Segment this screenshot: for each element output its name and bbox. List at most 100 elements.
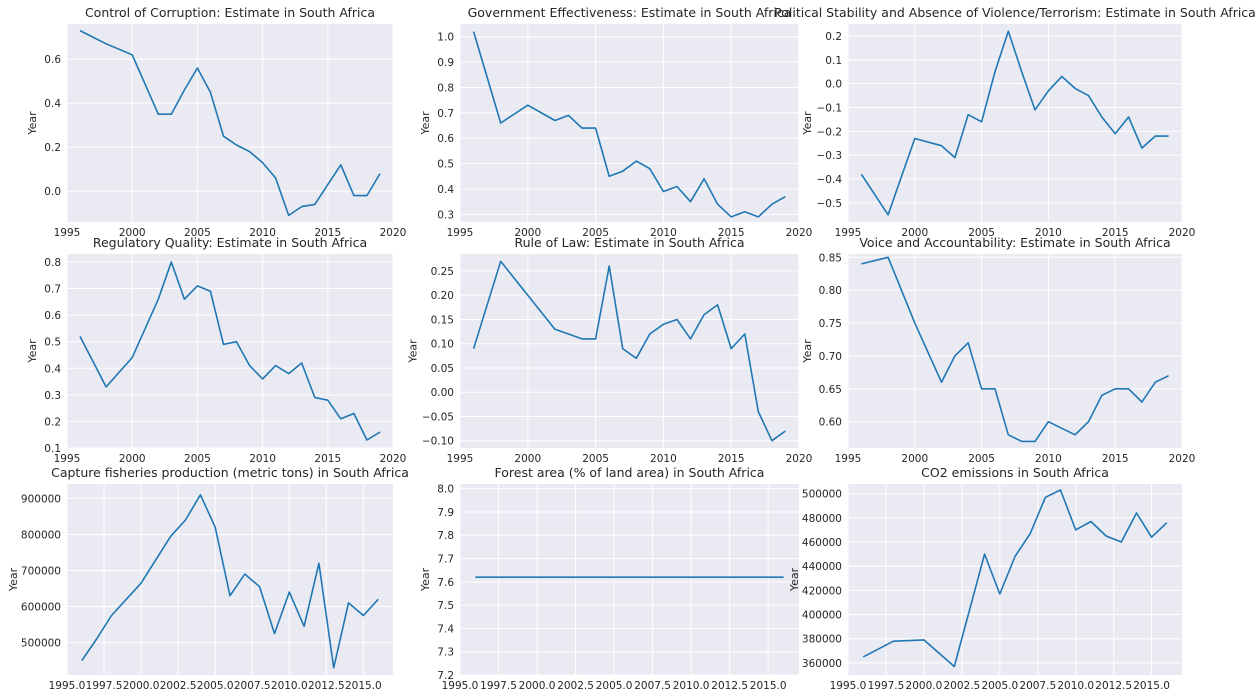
- x-tick-label: 2000: [901, 227, 928, 239]
- y-tick-label: 0.80: [819, 285, 842, 297]
- y-tick-label: 1.0: [437, 32, 454, 44]
- y-tick-label: 0.6: [44, 54, 61, 66]
- chart-title: Control of Corruption: Estimate in South…: [85, 5, 375, 20]
- chart-panel: 1995 2000 2005 2010 2015 2020 0.0 0.2 0.4 0.6 Cont…: [26, 5, 406, 239]
- plot-area: [67, 24, 393, 222]
- y-tick-label: 0.15: [431, 314, 454, 326]
- series-line: [79, 261, 381, 441]
- y-tick-label: 7.8: [437, 530, 454, 542]
- series-line: [472, 260, 786, 442]
- y-tick-label: 0.00: [431, 387, 454, 399]
- y-tick-label: 0.4: [44, 363, 61, 375]
- x-tick-label: 2000.0: [519, 680, 556, 692]
- plot-area: [848, 484, 1182, 675]
- x-tick-label: 2012.5: [711, 680, 748, 692]
- plot-area: [67, 254, 393, 448]
- x-tick-label: 2005.0: [197, 680, 234, 692]
- chart-title: Political Stability and Absence of Viole…: [774, 5, 1256, 20]
- y-tick-label: 7.4: [437, 623, 454, 635]
- y-tick-label: 7.2: [437, 670, 454, 682]
- y-tick-label: 0.75: [819, 318, 842, 330]
- y-tick-label: −0.1: [817, 102, 843, 114]
- y-tick-label: 0.7: [44, 284, 61, 296]
- chart-title: Voice and Accountability: Estimate in So…: [859, 235, 1170, 250]
- x-tick-label: 2015.0: [1133, 680, 1170, 692]
- x-tick-label: 1995: [54, 453, 81, 465]
- x-tick-label: 2005: [582, 453, 609, 465]
- x-tick-label: 2005: [184, 453, 211, 465]
- x-tick-label: 2005: [582, 227, 609, 239]
- y-tick-label: 500000: [21, 638, 61, 650]
- y-tick-label: 0.2: [44, 142, 61, 154]
- x-tick-label: 2000.0: [123, 680, 160, 692]
- plot-area: [460, 484, 799, 675]
- chart-title: Forest area (% of land area) in South Af…: [495, 465, 765, 480]
- y-tick-label: 0.3: [437, 209, 454, 221]
- plot-area: [67, 484, 393, 675]
- chart-title: Capture fisheries production (metric ton…: [51, 465, 409, 480]
- x-tick-label: 2002.5: [943, 680, 980, 692]
- y-tick-label: 8.0: [437, 484, 454, 496]
- x-tick-label: 1995: [835, 227, 862, 239]
- y-tick-label: 400000: [802, 610, 842, 622]
- x-tick-label: 2007.5: [634, 680, 671, 692]
- y-tick-label: 0.65: [819, 384, 842, 396]
- x-tick-label: 2005: [968, 227, 995, 239]
- y-tick-label: 500000: [802, 489, 842, 501]
- x-tick-label: 1995.0: [49, 680, 86, 692]
- x-tick-label: 2000: [901, 453, 928, 465]
- y-tick-label: 0.9: [437, 57, 454, 69]
- x-tick-label: 2015: [1102, 227, 1129, 239]
- y-tick-label: 7.9: [437, 507, 454, 519]
- plot-area: [460, 254, 799, 448]
- x-tick-label: 1995.0: [830, 680, 867, 692]
- plot-area: [848, 24, 1182, 222]
- y-tick-label: 800000: [21, 529, 61, 541]
- y-tick-label: 0.3: [44, 390, 61, 402]
- y-tick-label: 0.0: [825, 79, 842, 91]
- x-tick-label: 1997.5: [480, 680, 517, 692]
- x-tick-label: 2005: [184, 227, 211, 239]
- y-tick-label: 380000: [802, 634, 842, 646]
- series-line: [79, 29, 381, 217]
- x-tick-label: 2020: [380, 453, 407, 465]
- y-tick-label: 0.8: [437, 82, 454, 94]
- x-tick-label: 2000.0: [906, 680, 943, 692]
- x-tick-label: 2020: [786, 227, 813, 239]
- y-tick-label: −0.5: [817, 198, 843, 210]
- x-tick-label: 2020: [1169, 227, 1196, 239]
- x-tick-label: 2005: [968, 453, 995, 465]
- chart-panel: 1995 2000 2005 2010 2015 2020 −0.5 −0.4 −0.3 −0.2…: [774, 5, 1256, 239]
- x-tick-label: 1997.5: [868, 680, 905, 692]
- x-tick-label: 2015: [314, 227, 341, 239]
- x-tick-label: 2010: [1035, 453, 1062, 465]
- x-tick-label: 1995: [447, 453, 474, 465]
- y-tick-label: 0.0: [44, 186, 61, 198]
- y-axis-label: Year: [788, 567, 801, 592]
- y-tick-label: 0.1: [825, 55, 842, 67]
- chart-panel: 1995.0 1997.5 2000.0 2002.5 2005.0 2007.5 2010…: [419, 465, 799, 692]
- x-tick-label: 1995: [835, 453, 862, 465]
- y-axis-label: Year: [26, 339, 39, 364]
- series-line: [860, 30, 1169, 216]
- y-tick-label: 0.10: [431, 339, 454, 351]
- x-tick-label: 2012.5: [308, 680, 345, 692]
- x-tick-label: 2020: [1169, 453, 1196, 465]
- x-tick-label: 1995: [54, 227, 81, 239]
- x-tick-label: 2015: [718, 227, 745, 239]
- y-tick-label: 0.25: [431, 266, 454, 278]
- y-tick-label: 0.8: [44, 257, 61, 269]
- x-tick-label: 2000: [514, 453, 541, 465]
- y-axis-label: Year: [419, 111, 432, 136]
- x-tick-label: 2007.5: [234, 680, 271, 692]
- plot-area: [460, 24, 799, 222]
- y-tick-label: 420000: [802, 585, 842, 597]
- x-tick-label: 1997.5: [86, 680, 123, 692]
- y-tick-label: −0.4: [817, 174, 843, 186]
- x-tick-label: 2010: [650, 227, 677, 239]
- y-axis-label: Year: [407, 339, 420, 364]
- x-tick-label: 2010.0: [1057, 680, 1094, 692]
- plot-area: [848, 254, 1182, 448]
- series-line: [862, 489, 1168, 668]
